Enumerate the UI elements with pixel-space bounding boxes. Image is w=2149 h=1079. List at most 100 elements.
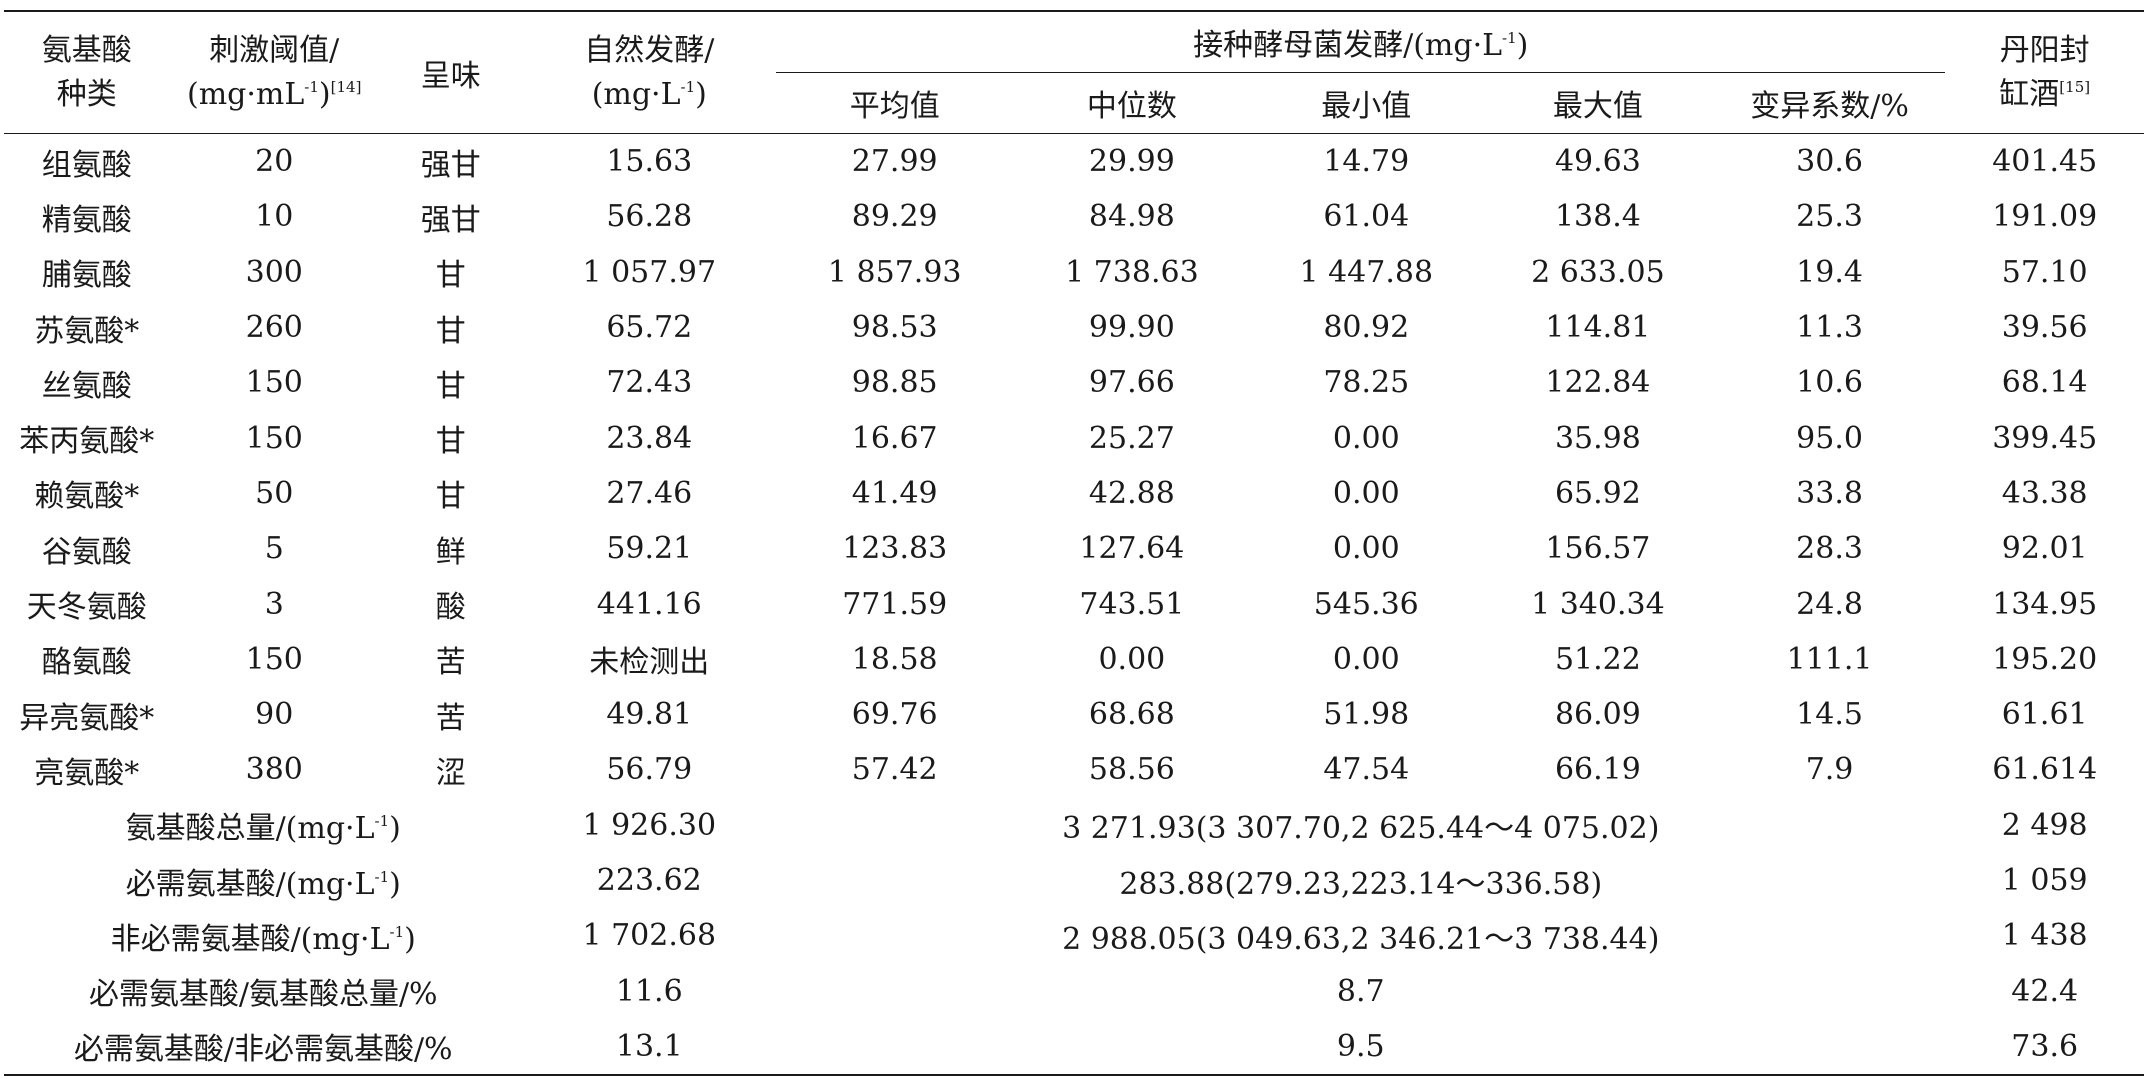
cell-cv: 14.5 (1796, 697, 1863, 733)
cell-name: 天冬氨酸 (26, 590, 147, 626)
cell-danyang: 68.14 (2001, 365, 2088, 401)
cell-danyang: 399.45 (1992, 420, 2098, 456)
summary-label: 非必需氨基酸/(mg·L-1) (110, 921, 416, 957)
cell-natural: 441.16 (596, 586, 702, 622)
table-row: 天冬氨酸 3 酸 441.16 771.59 743.51 545.36 1 340.34 24… (4, 576, 2144, 631)
cell-max: 51.22 (1554, 641, 1641, 677)
cell-max: 86.09 (1554, 697, 1641, 733)
cell-mean: 98.85 (851, 365, 938, 401)
cell-mean: 1 857.93 (827, 254, 962, 290)
cell-threshold: 260 (245, 310, 303, 346)
cell-mean: 27.99 (851, 144, 938, 180)
col-header-max: 最大值 (1482, 72, 1714, 134)
cell-median: 127.64 (1079, 531, 1185, 567)
table-row: 丝氨酸 150 甘 72.43 98.85 97.66 78.25 122.84 10.6 68.… (4, 355, 2144, 410)
cell-name: 苯丙氨酸* (19, 424, 155, 460)
cell-taste: 苦 (435, 645, 466, 681)
cell-danyang: 61.61 (2001, 697, 2088, 733)
cell-mean: 57.42 (851, 752, 938, 788)
cell-cv: 111.1 (1786, 641, 1873, 677)
cell-taste: 酸 (435, 590, 466, 626)
cell-taste: 苦 (435, 700, 466, 736)
amino-acid-table: 氨基酸 种类 刺激阈值/ (mg·mL-1)[14] 呈味 自然发酵/ (mg·… (4, 10, 2144, 1076)
threshold-line1: 刺激阈值/ (209, 32, 340, 68)
cell-name: 苏氨酸* (34, 313, 140, 349)
cell-cv: 28.3 (1796, 531, 1863, 567)
cell-name: 赖氨酸* (34, 479, 140, 515)
cell-threshold: 300 (245, 254, 303, 290)
cell-taste: 甘 (435, 368, 466, 404)
cell-name: 异亮氨酸* (19, 700, 155, 736)
cell-taste: 甘 (435, 258, 466, 294)
col-group-inoculated: 接种酵母菌发酵/(mg·L-1) (776, 11, 1946, 73)
cell-name: 亮氨酸* (34, 755, 140, 791)
col-header-median: 中位数 (1013, 72, 1251, 134)
cell-mean: 123.83 (842, 531, 948, 567)
cell-name: 酪氨酸 (41, 645, 132, 681)
cell-danyang: 134.95 (1992, 586, 2098, 622)
cell-min: 78.25 (1323, 365, 1410, 401)
cell-cv: 19.4 (1796, 254, 1863, 290)
cell-taste: 甘 (435, 424, 466, 460)
cell-danyang: 401.45 (1992, 144, 2098, 180)
cell-taste: 涩 (435, 755, 466, 791)
cell-max: 156.57 (1545, 531, 1651, 567)
cell-danyang: 195.20 (1992, 641, 2098, 677)
cell-min: 545.36 (1313, 586, 1419, 622)
cell-taste: 甘 (435, 313, 466, 349)
cell-danyang: 92.01 (2001, 531, 2088, 567)
summary-row: 必需氨基酸/(mg·L-1) 223.62 283.88(279.23,223.14… (4, 853, 2144, 908)
col-header-threshold: 刺激阈值/ (mg·mL-1)[14] (169, 11, 380, 134)
cell-cv: 11.3 (1796, 310, 1863, 346)
summary-natural: 11.6 (615, 973, 683, 1009)
summary-inoculated: 8.7 (1336, 973, 1385, 1009)
natural-line2: (mg·L-1) (591, 76, 707, 112)
cell-min: 80.92 (1323, 310, 1410, 346)
cell-taste: 甘 (435, 479, 466, 515)
cell-max: 114.81 (1545, 310, 1651, 346)
cell-natural: 15.63 (606, 144, 693, 180)
summary-danyang: 1 059 (2001, 863, 2088, 898)
cell-cv: 10.6 (1796, 365, 1863, 401)
cell-threshold: 3 (264, 586, 284, 622)
cell-name: 组氨酸 (41, 147, 132, 183)
cell-name: 丝氨酸 (41, 368, 132, 404)
cell-median: 97.66 (1088, 365, 1175, 401)
threshold-line2: (mg·mL-1)[14] (187, 76, 362, 112)
cell-threshold: 150 (245, 420, 303, 456)
summary-label: 氨基酸总量/(mg·L-1) (125, 811, 401, 847)
summary-natural: 1 702.68 (582, 918, 717, 954)
summary-natural: 223.62 (596, 863, 702, 898)
cell-name: 谷氨酸 (41, 534, 132, 570)
cell-natural: 1 057.97 (582, 254, 717, 290)
cell-natural: 65.72 (606, 310, 693, 346)
cell-danyang: 57.10 (2001, 254, 2088, 290)
cell-min: 47.54 (1323, 752, 1410, 788)
cell-taste: 强甘 (420, 202, 481, 238)
summary-inoculated: 3 271.93(3 307.70,2 625.44～4 075.02) (1062, 811, 1660, 847)
cell-median: 99.90 (1088, 310, 1175, 346)
table-body: 组氨酸 20 强甘 15.63 27.99 29.99 14.79 49.63 30.6 401.… (4, 134, 2144, 1076)
col-header-mean: 平均值 (776, 72, 1014, 134)
cell-natural: 49.81 (606, 697, 693, 733)
table-row: 赖氨酸* 50 甘 27.46 41.49 42.88 0.00 65.92 33.8 43.38 (4, 466, 2144, 521)
cell-min: 51.98 (1323, 697, 1410, 733)
summary-row: 氨基酸总量/(mg·L-1) 1 926.30 3 271.93(3 307.70,… (4, 798, 2144, 853)
cell-min: 1 447.88 (1299, 254, 1434, 290)
table-row: 异亮氨酸* 90 苦 49.81 69.76 68.68 51.98 86.09 14.5 61.… (4, 687, 2144, 742)
summary-label: 必需氨基酸/氨基酸总量/% (88, 977, 438, 1013)
summary-inoculated: 2 988.05(3 049.63,2 346.21～3 738.44) (1062, 921, 1660, 957)
table-row: 亮氨酸* 380 涩 56.79 57.42 58.56 47.54 66.19 7.9 61.6… (4, 742, 2144, 797)
cell-threshold: 10 (255, 199, 294, 235)
cell-mean: 98.53 (851, 310, 938, 346)
cell-min: 0.00 (1332, 420, 1400, 456)
table-header: 氨基酸 种类 刺激阈值/ (mg·mL-1)[14] 呈味 自然发酵/ (mg·… (4, 11, 2144, 134)
summary-label: 必需氨基酸/(mg·L-1) (125, 866, 401, 902)
summary-danyang: 1 438 (2001, 918, 2088, 954)
cell-danyang: 39.56 (2001, 310, 2088, 346)
cell-mean: 16.67 (851, 420, 938, 456)
cell-natural: 59.21 (606, 531, 693, 567)
cell-median: 29.99 (1088, 144, 1175, 180)
cell-median: 25.27 (1088, 420, 1175, 456)
table-row: 苯丙氨酸* 150 甘 23.84 16.67 25.27 0.00 35.98 95.0 399… (4, 410, 2144, 465)
